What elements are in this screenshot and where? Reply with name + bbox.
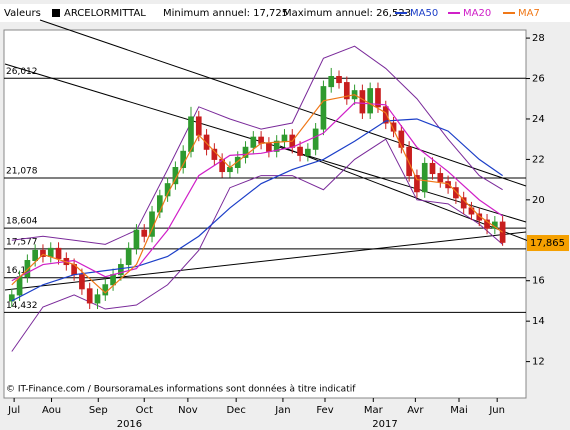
candle-body bbox=[367, 88, 374, 114]
candle-body bbox=[141, 229, 148, 237]
candle-body bbox=[406, 146, 412, 177]
y-tick-label: 20 bbox=[532, 195, 545, 206]
x-tick-label: Dec bbox=[226, 405, 245, 416]
candle-body bbox=[188, 116, 194, 152]
y-tick-label: 26 bbox=[532, 74, 545, 85]
candle-body bbox=[24, 260, 31, 278]
candle-body bbox=[125, 247, 132, 266]
candle-body bbox=[336, 76, 342, 84]
candle-body bbox=[437, 173, 444, 183]
legend-swatch bbox=[395, 12, 407, 14]
candle-body bbox=[382, 106, 389, 124]
legend-label: MA7 bbox=[518, 8, 540, 19]
legend-swatch bbox=[448, 12, 460, 14]
trend-line bbox=[39, 19, 527, 187]
level-label: 16,1 bbox=[6, 266, 26, 276]
year-label: 2017 bbox=[372, 419, 397, 430]
candle-body bbox=[258, 136, 264, 144]
x-tick-label: Nov bbox=[178, 405, 198, 416]
candle-body bbox=[234, 156, 241, 168]
candle-body bbox=[156, 195, 163, 213]
candle-body bbox=[320, 86, 327, 130]
legend-label: MA20 bbox=[463, 8, 491, 19]
y-tick-label: 28 bbox=[532, 33, 545, 44]
x-tick-label: Sep bbox=[89, 405, 108, 416]
x-tick-label: Mar bbox=[364, 405, 384, 416]
y-tick-label: 22 bbox=[532, 154, 545, 165]
candle-body bbox=[359, 90, 366, 114]
candle-body bbox=[375, 88, 381, 108]
level-label: 14,432 bbox=[6, 301, 38, 311]
x-tick-label: Oct bbox=[136, 405, 153, 416]
candle-body bbox=[484, 219, 490, 229]
band-upper bbox=[11, 45, 503, 245]
candle-body bbox=[273, 140, 280, 152]
header-max: Maximum annuel: 26,523 bbox=[283, 8, 411, 19]
candle-body bbox=[421, 162, 428, 193]
candle-body bbox=[102, 284, 109, 296]
candle-body bbox=[110, 274, 116, 286]
x-tick-label: Jun bbox=[488, 405, 505, 416]
y-tick-label: 24 bbox=[532, 114, 545, 125]
candle-body bbox=[94, 294, 101, 304]
level-label: 26,012 bbox=[6, 67, 38, 77]
candle-body bbox=[55, 247, 62, 259]
header-bar bbox=[0, 4, 570, 22]
level-label: 17,577 bbox=[6, 237, 38, 247]
x-tick-label: Mai bbox=[450, 405, 468, 416]
candle-body bbox=[242, 146, 249, 158]
y-tick-label: 16 bbox=[532, 276, 545, 287]
plot-area bbox=[3, 29, 527, 399]
candle-body bbox=[297, 146, 303, 156]
candle-body bbox=[343, 82, 350, 100]
candle-body bbox=[445, 181, 451, 189]
candle-body bbox=[40, 249, 46, 257]
y-tick-label: 14 bbox=[532, 316, 545, 327]
candle-body bbox=[390, 122, 397, 132]
x-tick-label: Jan bbox=[274, 405, 290, 416]
candle-body bbox=[47, 247, 54, 257]
candle-body bbox=[195, 116, 202, 136]
legend-swatch bbox=[503, 12, 515, 14]
y-tick-label: 12 bbox=[532, 357, 545, 368]
footer: © IT-Finance.com / BoursoramaLes informa… bbox=[6, 384, 356, 395]
candle-body bbox=[281, 134, 288, 142]
x-tick-label: Avr bbox=[407, 405, 424, 416]
last-price-label: 17,865 bbox=[530, 238, 565, 249]
ma-line bbox=[11, 102, 503, 282]
candle-body bbox=[203, 134, 210, 150]
last-price-box bbox=[527, 235, 569, 252]
x-tick-label: Jul bbox=[7, 405, 20, 416]
header-label: Valeurs bbox=[4, 8, 41, 19]
candle-body bbox=[86, 288, 93, 304]
candle-body bbox=[328, 76, 335, 88]
header-min: Minimum annuel: 17,725 bbox=[163, 8, 288, 19]
candle-body bbox=[250, 136, 257, 148]
x-tick-label: Fev bbox=[316, 405, 333, 416]
band-lower bbox=[11, 138, 503, 352]
candle-body bbox=[266, 142, 272, 152]
candle-body bbox=[133, 229, 140, 249]
candle-body bbox=[305, 148, 311, 156]
level-label: 18,604 bbox=[6, 217, 38, 227]
candle-body bbox=[32, 249, 39, 262]
candle-body bbox=[453, 187, 459, 199]
ma-line bbox=[11, 94, 503, 294]
header-icon bbox=[52, 9, 60, 17]
level-label: 21,078 bbox=[6, 167, 38, 177]
candle-body bbox=[414, 175, 420, 193]
x-tick-label: Aou bbox=[42, 405, 61, 416]
candle-body bbox=[79, 274, 85, 290]
year-label: 2016 bbox=[117, 419, 142, 430]
header-name: ARCELORMITTAL bbox=[64, 8, 146, 19]
legend-label: MA50 bbox=[410, 8, 438, 19]
candle-body bbox=[118, 264, 124, 276]
candle-body bbox=[429, 162, 436, 175]
candle-body bbox=[312, 128, 319, 150]
